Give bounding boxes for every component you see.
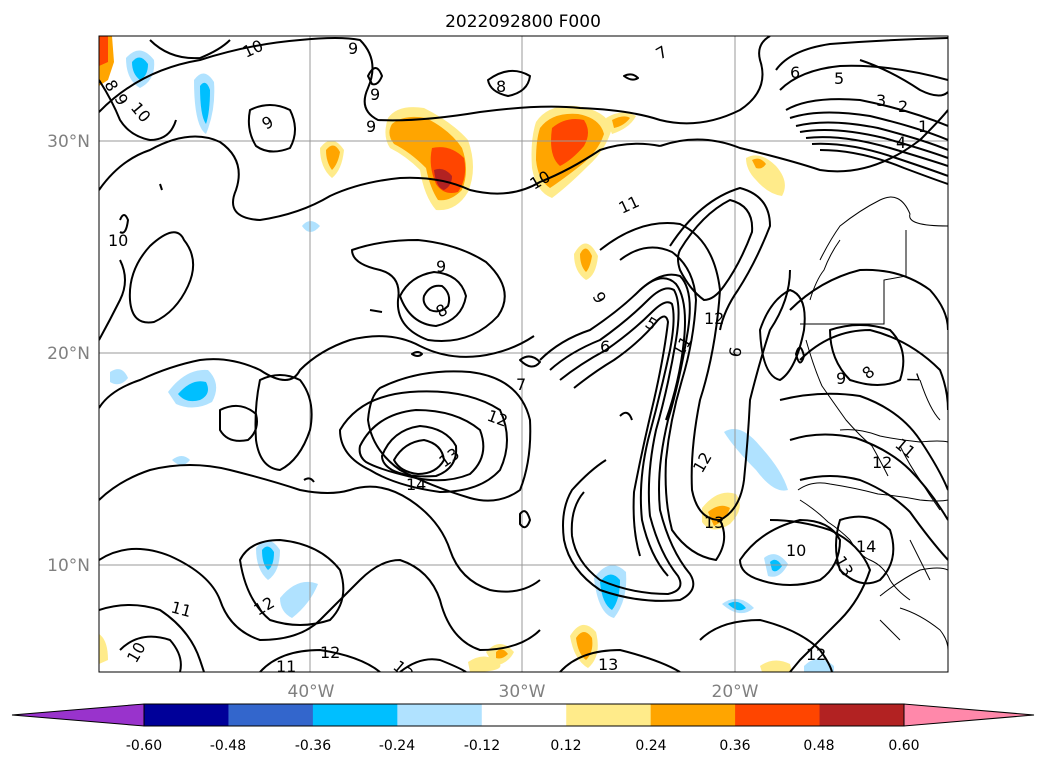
contour-label: 12 (806, 645, 826, 664)
colorbar-tick-label: -0.60 (126, 738, 162, 754)
contour-label: 6 (600, 337, 610, 356)
map-title: 2022092800 F000 (445, 12, 601, 32)
contour-label: 9 (348, 39, 358, 58)
colorbar-tick-label: 0.48 (803, 738, 834, 754)
lat-label-30n: 30°N (47, 132, 90, 152)
contour-label: 12 (872, 453, 892, 472)
contour-label: 12 (704, 309, 724, 328)
colorbar-tick-label: -0.36 (295, 738, 331, 754)
colorbar-tick-label: 0.12 (550, 738, 581, 754)
contour-label: 13 (598, 655, 618, 674)
gridlines (99, 36, 948, 672)
colorbar-segment (650, 704, 736, 726)
map-frame (98, 35, 949, 673)
lat-label-20n: 20°N (47, 344, 90, 364)
colorbar-segment (566, 704, 652, 726)
positive-shading (99, 36, 792, 672)
colorbar-segment (144, 704, 229, 726)
contour-lines (99, 36, 948, 672)
contour-label: 2 (898, 97, 908, 116)
lon-label-40w: 40°W (288, 682, 335, 702)
contour-label: 9 (836, 369, 846, 388)
contour-label: 9 (370, 85, 380, 104)
contour-label: 6 (790, 63, 800, 82)
colorbar-tick-label: -0.12 (464, 738, 500, 754)
colorbar-segment (481, 704, 567, 726)
contour-label: 8 (496, 77, 506, 96)
contour-label: 7 (516, 375, 526, 394)
contour-label: 11 (169, 598, 194, 622)
contour-label: 10 (786, 541, 806, 560)
colorbar-segment (397, 704, 483, 726)
contour-label: 6 (725, 345, 745, 358)
contour-label: 5 (834, 69, 844, 88)
colorbar-segments (11, 703, 1035, 727)
colorbar-segment (312, 704, 398, 726)
colorbar-tick-labels: -0.60 -0.48 -0.36 -0.24 -0.12 0.12 0.24 … (126, 738, 920, 754)
lon-label-20w: 20°W (712, 682, 759, 702)
map-area: 10 9 8 7 6 5 5 3 2 1 4 11 12 13 14 10 8 … (99, 36, 948, 676)
contour-label: 11 (276, 657, 296, 676)
colorbar-tick-label: -0.24 (379, 738, 415, 754)
colorbar-tick-label: -0.48 (210, 738, 246, 754)
contour-label: 9 (366, 117, 376, 136)
colorbar-tick-label: 0.60 (888, 738, 919, 754)
contour-label: 14 (406, 475, 426, 494)
coastlines (797, 196, 948, 651)
contour-label: 10 (108, 231, 128, 250)
colorbar-extend-low (11, 703, 145, 727)
longitude-labels: 40°W 30°W 20°W (288, 682, 759, 702)
contour-label: 1 (918, 117, 928, 136)
colorbar-frame (143, 703, 905, 727)
colorbar-segment (228, 704, 314, 726)
colorbar-segment (819, 704, 905, 726)
lat-label-10n: 10°N (47, 556, 90, 576)
contour-label: 13 (704, 513, 724, 532)
lon-label-30w: 30°W (499, 682, 546, 702)
contour-label: 12 (320, 643, 340, 662)
colorbar: -0.60 -0.48 -0.36 -0.24 -0.12 0.12 0.24 … (11, 703, 1035, 754)
colorbar-extend-high (903, 703, 1035, 727)
contour-label: 14 (856, 537, 876, 556)
colorbar-tick-label: 0.24 (635, 738, 666, 754)
contour-label: 9 (436, 257, 446, 276)
colorbar-segment (735, 704, 821, 726)
colorbar-tick-label: 0.36 (719, 738, 750, 754)
contour-label: 3 (876, 91, 886, 110)
contour-label: 4 (896, 133, 906, 152)
latitude-labels: 30°N 20°N 10°N (47, 132, 90, 576)
negative-shading (110, 50, 834, 672)
